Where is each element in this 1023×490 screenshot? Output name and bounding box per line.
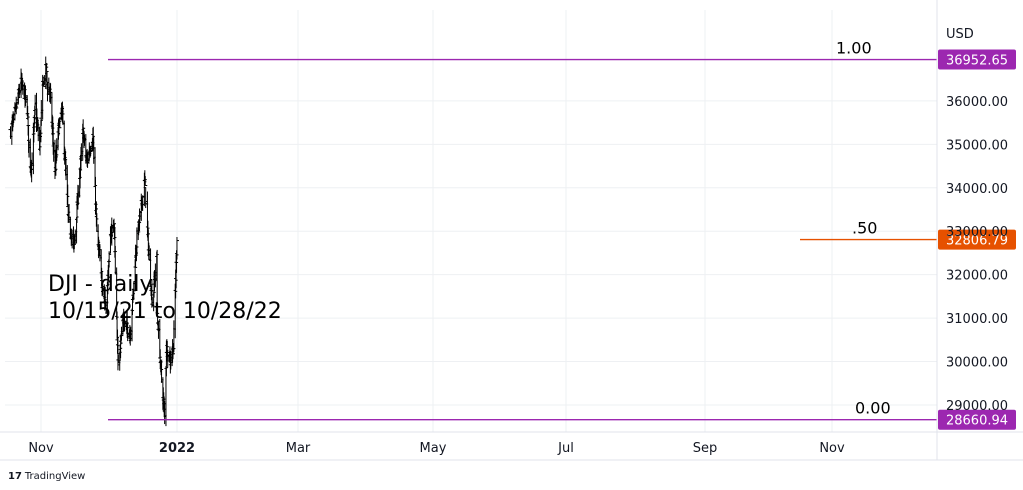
price-bar [107,251,112,268]
fib-level-label: 1.00 [836,39,872,58]
price-bars [8,56,179,427]
y-tick-label: 33000.00 [946,225,1008,240]
x-tick-label: Jul [557,441,574,456]
y-tick-label: 36000.00 [946,95,1008,110]
price-bar [174,237,179,260]
price-tag [938,49,1016,70]
x-tick-label: Nov [819,441,845,456]
chart-title: DJI - daily [48,272,153,297]
y-tick-label: 34000.00 [946,182,1008,197]
y-tick-label: 35000.00 [946,138,1008,153]
tradingview-brand[interactable]: 17 TradingView [8,471,85,482]
price-tag-label: 28660.94 [946,414,1008,429]
fib-levels: 1.00 36952.65 .50 32806.79 0.00 28660.94 [108,39,1016,430]
x-tick-label: Sep [693,441,718,456]
x-tick-label: Nov [28,441,54,456]
y-tick-label: 32000.00 [946,269,1008,284]
price-tag [938,229,1016,250]
y-tick-label: 30000.00 [946,356,1008,371]
y-axis-unit: USD [946,27,974,42]
x-tick-label: May [420,441,447,456]
tradingview-logo-icon: 17 [8,471,22,482]
price-tag-label: 36952.65 [946,54,1008,69]
fib-level-label: .50 [852,219,877,238]
tradingview-name: TradingView [24,471,86,482]
x-tick-label: Mar [286,441,311,456]
y-tick-label: 29000.00 [946,399,1008,414]
y-tick-label: 31000.00 [946,312,1008,327]
axes: 29000.00 30000.00 31000.00 32000.00 33000.00… [0,0,1023,461]
price-bar [143,176,148,187]
x-tick-label: 2022 [159,441,195,456]
price-tag-label: 32806.79 [946,234,1008,249]
fib-level-label: 0.00 [855,399,891,418]
chart-subtitle: 10/15/21 to 10/28/22 [48,299,282,324]
grid [5,10,937,432]
price-tag [938,409,1016,430]
